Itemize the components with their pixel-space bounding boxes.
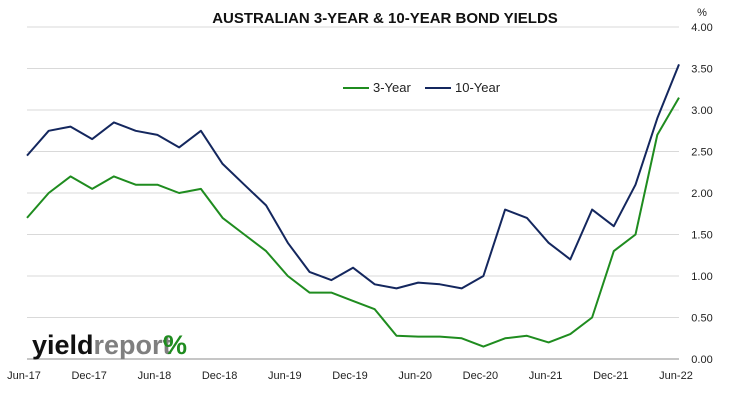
legend-label: 3-Year — [373, 80, 411, 95]
logo-word-report: report — [94, 330, 172, 360]
x-tick-label: Dec-20 — [463, 370, 498, 382]
y-axis-unit: % — [697, 7, 707, 19]
y-tick-label: 2.50 — [691, 147, 712, 159]
logo-percent-symbol: % — [163, 330, 187, 360]
y-tick-label: 4.00 — [691, 22, 712, 34]
y-tick-label: 1.50 — [691, 230, 712, 242]
x-tick-label: Jun-20 — [398, 370, 432, 382]
y-tick-label: 0.50 — [691, 313, 712, 325]
y-tick-label: 2.00 — [691, 188, 712, 200]
logo-wordmark: yieldreport — [32, 330, 172, 360]
y-tick-label: 0.00 — [691, 354, 712, 366]
gridlines — [27, 26, 679, 318]
x-tick-label: Dec-21 — [593, 370, 628, 382]
x-tick-label: Jun-18 — [138, 370, 172, 382]
y-tick-label: 3.00 — [691, 105, 712, 117]
series-line-3-year — [26, 97, 680, 348]
logo-word-yield: yield — [32, 330, 94, 360]
series-line-10-year — [26, 64, 680, 290]
x-tick-label: Jun-22 — [659, 370, 693, 382]
y-tick-label: 1.00 — [691, 271, 712, 283]
x-tick-label: Dec-19 — [332, 370, 367, 382]
x-tick-label: Jun-21 — [529, 370, 563, 382]
x-tick-label: Dec-18 — [202, 370, 237, 382]
yieldreport-logo: yieldreport % — [32, 330, 187, 360]
legend: 3-Year 10-Year — [343, 80, 501, 95]
x-tick-label: Jun-17 — [7, 370, 41, 382]
x-tick-label: Jun-19 — [268, 370, 302, 382]
x-tick-label: Dec-17 — [71, 370, 106, 382]
chart-title: AUSTRALIAN 3-YEAR & 10-YEAR BOND YIELDS — [212, 10, 558, 27]
legend-label: 10-Year — [455, 80, 501, 95]
y-tick-label: 3.50 — [691, 64, 712, 76]
series-lines — [26, 64, 680, 348]
axes: 0.00 0.50 1.00 1.50 2.00 2.50 3.00 3.50 4.00 Jun-… — [7, 22, 713, 382]
